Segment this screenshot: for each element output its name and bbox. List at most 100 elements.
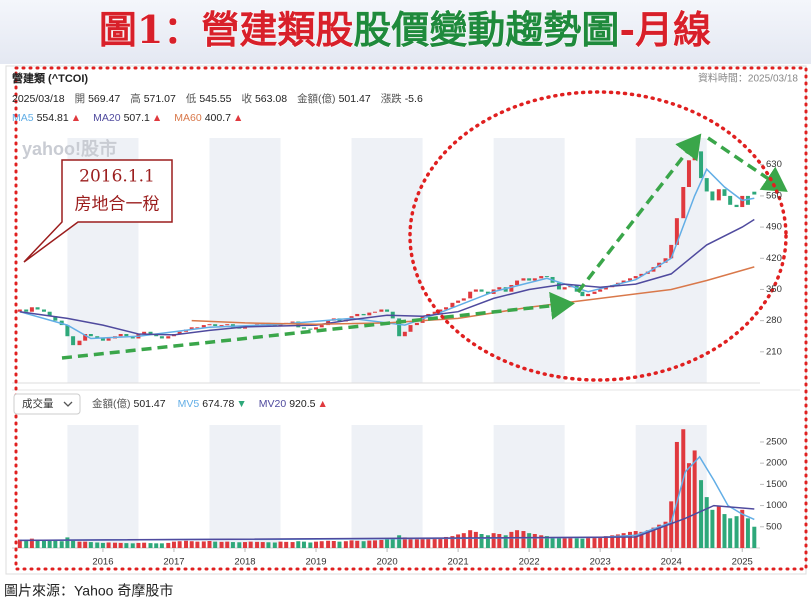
- candle: [372, 311, 377, 313]
- volume-bar: [752, 526, 757, 548]
- candle: [527, 278, 532, 281]
- volume-bar: [207, 541, 212, 548]
- year-band: [351, 425, 423, 548]
- legend-trend: ▲: [233, 112, 243, 124]
- volume-bar: [41, 539, 46, 548]
- candle: [177, 331, 182, 334]
- x-tick-label: 2020: [376, 557, 397, 568]
- volume-bar: [230, 542, 235, 548]
- quote-label: 開: [75, 93, 86, 105]
- volume-bar: [681, 429, 686, 548]
- candle: [29, 307, 34, 312]
- y-tick-label: 630: [766, 159, 782, 170]
- volume-bar: [142, 542, 147, 548]
- volume-bar: [296, 541, 301, 548]
- volume-bar: [71, 539, 76, 548]
- x-tick-label: 2024: [661, 557, 682, 568]
- candle: [379, 309, 384, 312]
- watermark: yahoo!股市: [22, 138, 117, 159]
- volume-bar: [189, 541, 194, 548]
- source-note: 圖片來源：Yahoo 奇摩股市: [4, 583, 173, 599]
- volume-bar: [509, 531, 514, 548]
- year-band: [209, 138, 281, 383]
- volume-bar: [290, 542, 295, 548]
- y-tick-label: 500: [766, 521, 782, 532]
- candle: [704, 178, 709, 192]
- volume-bar: [248, 541, 253, 548]
- volume-bar: [674, 441, 679, 548]
- volume-bar: [17, 539, 22, 548]
- volume-bar: [544, 536, 549, 548]
- candle: [633, 276, 638, 279]
- volume-bar: [213, 541, 218, 548]
- candle: [100, 338, 105, 341]
- legend-name: MA5: [12, 112, 34, 124]
- volume-bar: [88, 542, 93, 548]
- candle: [562, 287, 567, 290]
- volume-bar: [177, 541, 182, 548]
- volume-bar: [633, 531, 638, 548]
- trend-arrow: [61, 291, 575, 360]
- highlight-ellipse: [408, 90, 788, 382]
- volume-bar: [603, 536, 608, 548]
- volume-bar: [24, 540, 29, 548]
- volume-bar: [586, 537, 591, 548]
- volume-bar: [113, 542, 118, 548]
- title-part: 股價變動趨勢圖: [353, 7, 619, 52]
- y-tick-label: 350: [766, 284, 782, 295]
- volume-bar: [420, 537, 425, 548]
- candle: [663, 258, 668, 263]
- volume-bar: [130, 543, 135, 548]
- volume-bar: [255, 541, 260, 548]
- candle: [603, 287, 608, 290]
- volume-selector[interactable]: [13, 393, 81, 415]
- candle: [77, 340, 82, 346]
- average-line: [19, 504, 755, 542]
- y-tick-label: 490: [766, 222, 782, 233]
- quote-row: 2025/03/18 開 569.47 高 571.07 低 545.55 收 563.08 金額…: [12, 92, 423, 105]
- volume-bar: [29, 538, 34, 548]
- volume-bar: [497, 534, 502, 548]
- volume-bar: [663, 521, 668, 548]
- volume-bar: [669, 501, 674, 548]
- volume-bar: [408, 538, 413, 548]
- candle: [201, 325, 206, 328]
- volume-bar: [379, 539, 384, 548]
- candle: [106, 338, 111, 341]
- candle: [515, 280, 520, 285]
- y-tick-label: 560: [766, 190, 782, 201]
- volume-bar: [722, 514, 727, 548]
- year-band: [635, 138, 707, 383]
- candle: [402, 331, 407, 337]
- volume-bar: [621, 533, 626, 548]
- x-tick-label: 2017: [163, 557, 184, 568]
- volume-bar: [628, 531, 633, 548]
- volume-bar: [361, 541, 366, 548]
- candle: [752, 191, 757, 195]
- legend-value: 920.5: [289, 398, 315, 410]
- quote-date: 2025/03/18: [12, 93, 65, 105]
- volume-bar: [450, 536, 455, 548]
- volume-bar: [319, 541, 324, 548]
- volume-bar: [166, 542, 171, 548]
- volume-bar: [402, 537, 407, 548]
- candle: [450, 302, 455, 308]
- quote-value: 501.47: [339, 93, 371, 105]
- volume-bar: [242, 542, 247, 548]
- candle: [734, 204, 739, 208]
- volume-bar: [308, 542, 313, 548]
- candle: [621, 280, 626, 283]
- volume-bar: [580, 538, 585, 548]
- volume-bar: [355, 540, 360, 548]
- quote-value: 563.08: [255, 93, 287, 105]
- candle: [166, 336, 171, 339]
- amount-value: 501.47: [134, 398, 166, 410]
- candle: [35, 307, 40, 310]
- chart-title: 圖1：營建類股股價變動趨勢圖-月線: [99, 7, 711, 52]
- legend-name: MA60: [174, 112, 202, 124]
- candle: [432, 311, 437, 314]
- legend-value: 674.78: [202, 398, 234, 410]
- volume-bar: [456, 534, 461, 548]
- volume-bar: [225, 541, 230, 548]
